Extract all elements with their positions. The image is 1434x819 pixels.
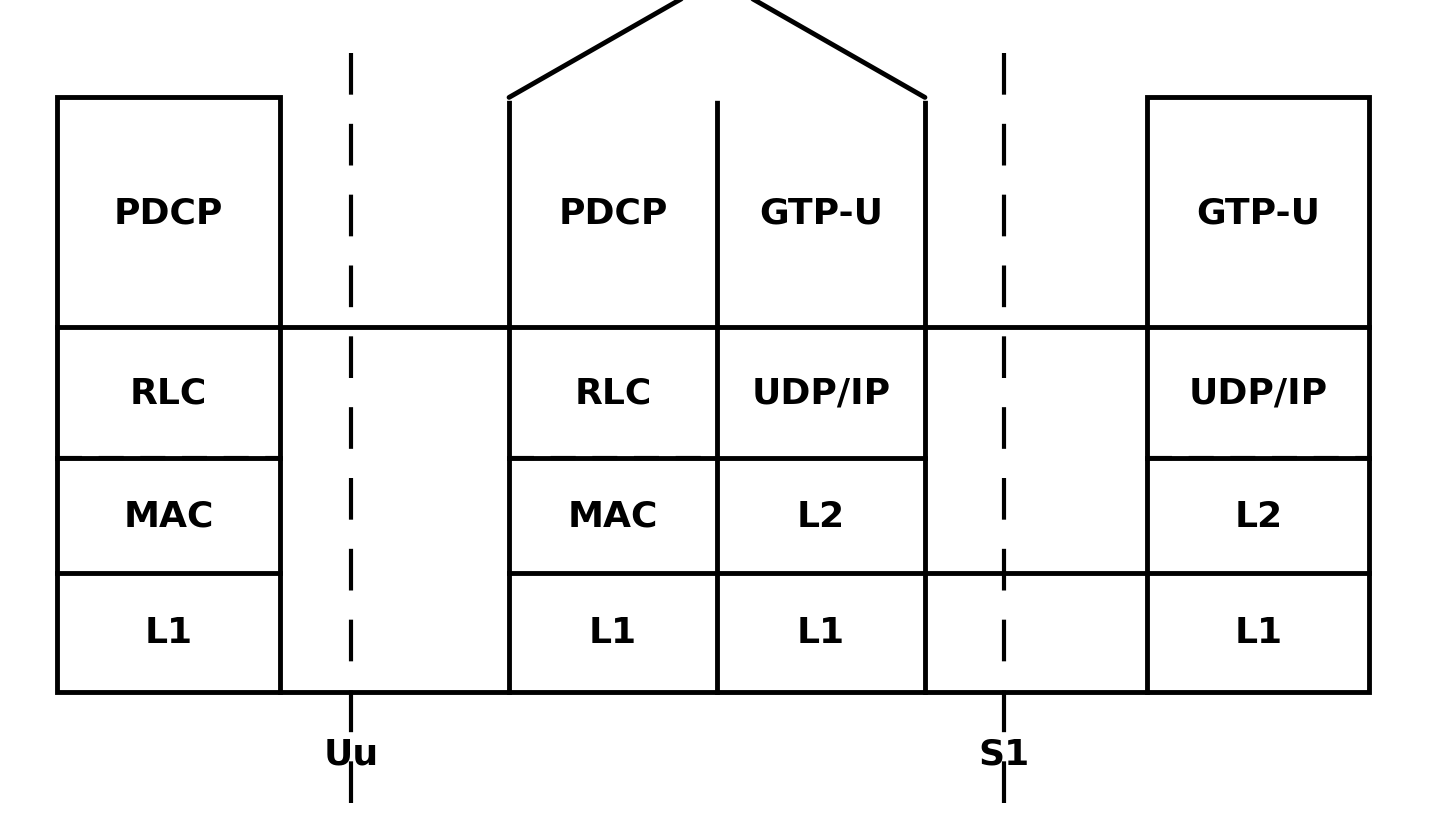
Text: L2: L2	[797, 499, 845, 533]
Text: MAC: MAC	[568, 499, 658, 533]
Text: GTP-U: GTP-U	[759, 196, 883, 230]
Text: L1: L1	[589, 616, 637, 649]
Bar	[509, 98, 925, 692]
Text: MAC: MAC	[123, 499, 214, 533]
Text: L1: L1	[797, 616, 845, 649]
Text: RLC: RLC	[575, 376, 651, 410]
Text: PDCP: PDCP	[558, 196, 668, 230]
Bar	[1147, 98, 1369, 692]
Text: L1: L1	[1235, 616, 1282, 649]
Text: GTP-U: GTP-U	[1196, 196, 1321, 230]
Text: PDCP: PDCP	[113, 196, 224, 230]
Text: Uu: Uu	[324, 736, 379, 771]
Text: L2: L2	[1235, 499, 1282, 533]
Text: S1: S1	[978, 736, 1030, 771]
Text: UDP/IP: UDP/IP	[1189, 376, 1328, 410]
Text: RLC: RLC	[130, 376, 206, 410]
Bar	[57, 98, 280, 692]
Text: UDP/IP: UDP/IP	[751, 376, 891, 410]
Text: L1: L1	[145, 616, 192, 649]
